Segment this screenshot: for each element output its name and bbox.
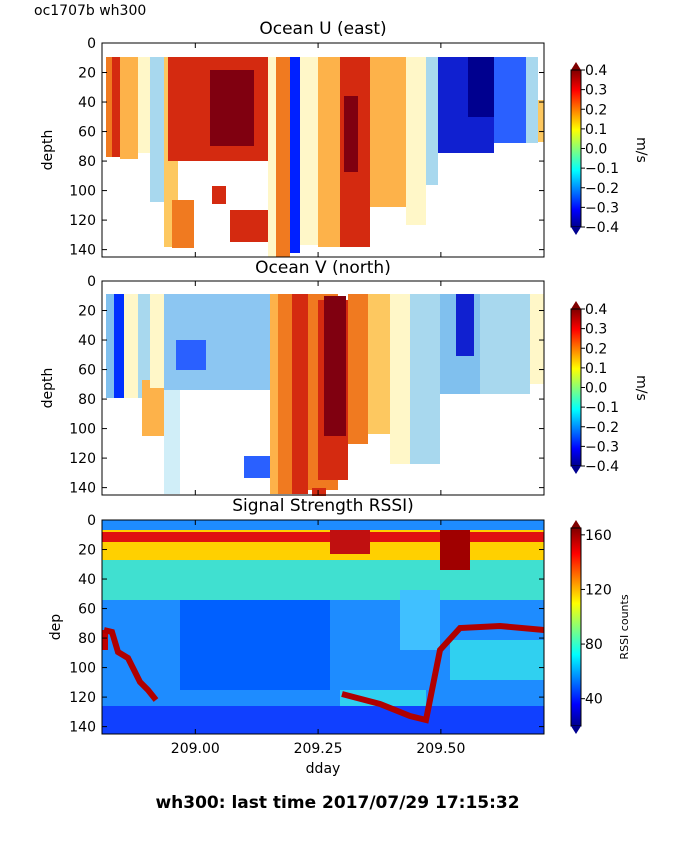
u-y-ticks: 0 20 40 60 80 100 120 140: [69, 36, 544, 259]
y-tick-label: 40: [78, 95, 96, 111]
colorbar-v-label: m/s: [633, 375, 649, 401]
rssi-y-ticks: 0 20 40 60 80 100 120 140: [69, 513, 544, 736]
u-ylabel: depth: [40, 130, 56, 171]
colorbar-tick-label: 40: [585, 692, 603, 708]
v-y-ticks: 0 20 40 60 80 100 120 140: [69, 274, 544, 497]
y-tick-label: 140: [69, 243, 96, 259]
y-tick-label: 0: [87, 274, 96, 290]
y-tick-label: 100: [69, 422, 96, 438]
y-tick-label: 120: [69, 213, 96, 229]
y-tick-label: 40: [78, 333, 96, 349]
y-tick-label: 80: [78, 154, 96, 170]
colorbar-tick-label: −0.2: [585, 181, 619, 197]
colorbar-tick-label: 0.4: [585, 63, 607, 79]
colorbar-tick-label: 0.0: [585, 381, 607, 397]
rssi-field: [102, 530, 544, 734]
panel-title-u: Ocean U (east): [259, 19, 387, 39]
x-tick-label: 209.50: [416, 741, 465, 757]
panel-u: depth 0 20 40 60 80 100 120 140: [40, 36, 545, 259]
colorbar-tick-label: 160: [585, 528, 612, 544]
x-tick-label: 209.25: [294, 741, 343, 757]
colorbar-u-ticks: 0.4 0.3 0.2 0.1 0.0 −0.1 −0.2 −0.3 −0.4: [581, 63, 619, 236]
y-tick-label: 120: [69, 451, 96, 467]
colorbar-tick-label: −0.3: [585, 439, 619, 455]
colorbar-tick-label: 120: [585, 582, 612, 598]
u-velocity-field: [106, 57, 544, 257]
colorbar-tick-label: −0.3: [585, 200, 619, 216]
y-tick-label: 60: [78, 602, 96, 618]
colorbar-tick-label: −0.1: [585, 161, 619, 177]
y-tick-label: 100: [69, 184, 96, 200]
y-tick-label: 20: [78, 66, 96, 82]
colorbar-v-ticks: 0.4 0.3 0.2 0.1 0.0 −0.1 −0.2 −0.3 −0.4: [581, 302, 619, 475]
colorbar-tick-label: 0.2: [585, 102, 607, 118]
colorbar-rssi: 160 120 80 40 RSSI counts: [570, 520, 631, 734]
u-x-ticks: [194, 43, 442, 257]
y-tick-label: 60: [78, 363, 96, 379]
colorbar-v: 0.4 0.3 0.2 0.1 0.0 −0.1 −0.2 −0.3 −0.4 m/s: [570, 301, 649, 475]
last-time-footer: wh300: last time 2017/07/29 17:15:32: [155, 793, 520, 813]
rssi-bottom-echo-left: [103, 627, 159, 702]
y-tick-label: 80: [78, 631, 96, 647]
y-tick-label: 100: [69, 661, 96, 677]
colorbar-tick-label: 0.2: [585, 341, 607, 357]
figure-id-label: oc1707b wh300: [34, 3, 147, 19]
y-tick-label: 80: [78, 392, 96, 408]
colorbar-tick-label: 0.3: [585, 83, 607, 99]
colorbar-tick-label: 0.4: [585, 302, 607, 318]
colorbar-tick-label: 0.0: [585, 142, 607, 158]
colorbar-tick-label: 0.1: [585, 122, 607, 138]
panel-title-v: Ocean V (north): [255, 258, 391, 278]
rssi-xlabel: dday: [306, 761, 341, 777]
y-tick-label: 140: [69, 481, 96, 497]
y-tick-label: 140: [69, 720, 96, 736]
y-tick-label: 0: [87, 36, 96, 52]
y-tick-label: 20: [78, 543, 96, 559]
colorbar-u: 0.4 0.3 0.2 0.1 0.0 −0.1 −0.2 −0.3 −0.4 m/s: [570, 62, 649, 236]
colorbar-rssi-label: RSSI counts: [618, 594, 631, 659]
y-tick-label: 120: [69, 690, 96, 706]
colorbar-tick-label: −0.4: [585, 459, 619, 475]
rssi-x-ticks: 209.00 209.25 209.50: [171, 520, 465, 757]
panel-title-rssi: Signal Strength RSSI): [232, 496, 414, 516]
y-tick-label: 40: [78, 572, 96, 588]
v-x-ticks: [194, 281, 442, 495]
v-velocity-field: [106, 294, 544, 496]
v-ylabel: depth: [40, 368, 56, 409]
panel-v: depth 0 20 40 60 80 100 120 140: [40, 274, 545, 497]
colorbar-tick-label: −0.1: [585, 400, 619, 416]
colorbar-tick-label: 0.3: [585, 322, 607, 338]
y-tick-label: 0: [87, 513, 96, 529]
x-tick-label: 209.00: [171, 741, 220, 757]
colorbar-tick-label: 80: [585, 637, 603, 653]
panel-rssi: dep dday 0 20 40 60 80 100 120 140 209.00 209.25…: [48, 513, 545, 777]
colorbar-tick-label: −0.2: [585, 420, 619, 436]
colorbar-tick-label: 0.1: [585, 361, 607, 377]
y-tick-label: 20: [78, 304, 96, 320]
rssi-ylabel: dep: [48, 614, 64, 641]
rssi-bottom-echo-right: [341, 622, 545, 724]
colorbar-tick-label: −0.4: [585, 220, 619, 236]
colorbar-u-label: m/s: [633, 137, 649, 163]
y-tick-label: 60: [78, 125, 96, 141]
colorbar-rssi-ticks: 160 120 80 40: [581, 528, 612, 708]
